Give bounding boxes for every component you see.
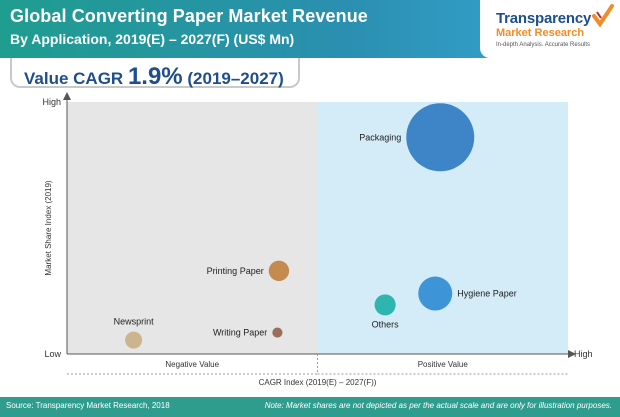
bubble-layer: Packaging Hygiene Paper Others Printing Pap… [114, 103, 517, 349]
cagr-value: 1.9% [127, 63, 183, 90]
y-axis-arrow-icon [63, 92, 71, 100]
logo-name-secondary: Market Research [496, 27, 585, 39]
cagr-badge: Value CAGR 1.9% (2019–2027) [10, 58, 300, 90]
y-tick-low: Low [44, 349, 61, 359]
checkmark-icon [592, 4, 614, 28]
bubble-newsprint [125, 331, 143, 349]
bubble-label-newsprint: Newsprint [114, 317, 155, 327]
bubble-packaging [406, 103, 475, 172]
footer: Source: Transparency Market Research, 20… [0, 397, 620, 417]
bubble-label-printing-paper: Printing Paper [207, 266, 264, 276]
bubble-others [374, 294, 396, 316]
bubble-label-packaging: Packaging [359, 132, 401, 142]
x-axis-arrow-icon [568, 350, 576, 358]
y-tick-high: High [42, 97, 61, 107]
bubble-printing-paper [268, 260, 290, 282]
brand-logo: Transparency Market Research In-depth An… [480, 0, 620, 58]
chart-title: Global Converting Paper Market Revenue [10, 6, 368, 26]
bubble-label-writing-paper: Writing Paper [213, 328, 267, 338]
footer-source: Source: Transparency Market Research, 20… [6, 401, 170, 410]
bubble-chart: High Low High Market Share Index (2019) … [42, 92, 593, 387]
cagr-label: Value CAGR [24, 69, 124, 88]
bubble-label-hygiene-paper: Hygiene Paper [457, 289, 517, 299]
cagr-period: (2019–2027) [187, 69, 284, 88]
footer-note: Note: Market shares are not depicted as … [264, 401, 612, 410]
y-axis-label: Market Share Index (2019) [44, 180, 53, 275]
x-tick-high: High [574, 349, 593, 359]
negative-zone [67, 102, 318, 354]
x-axis-label: CAGR Index (2019(E) – 2027(F)) [259, 378, 377, 387]
logo-tagline: In-depth Analysis. Accurate Results [496, 42, 591, 48]
logo-name: Transparency [496, 10, 592, 27]
bubble-label-others: Others [372, 319, 400, 329]
bubble-writing-paper [272, 327, 283, 338]
chart-subtitle: By Application, 2019(E) – 2027(F) (US$ M… [10, 31, 295, 47]
header-banner: Global Converting Paper Market Revenue B… [0, 0, 620, 58]
zone-label-positive: Positive Value [418, 360, 469, 369]
zone-label-negative: Negative Value [165, 360, 219, 369]
bubble-hygiene-paper [418, 276, 453, 311]
